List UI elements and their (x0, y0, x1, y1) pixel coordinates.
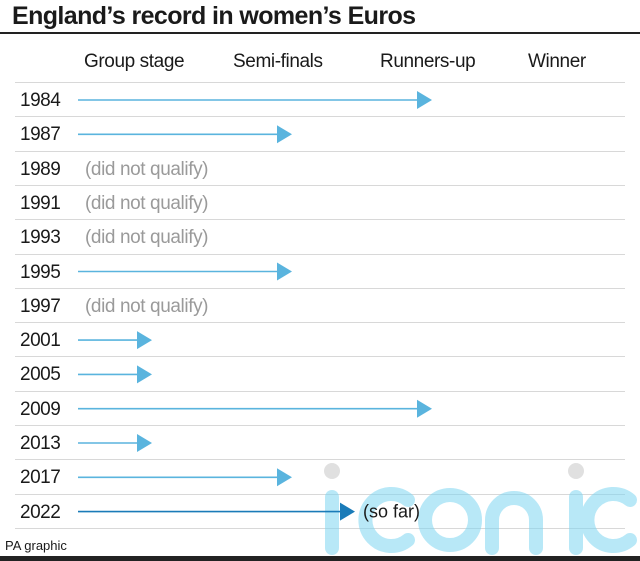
so-far-note: (so far) (363, 502, 420, 522)
progress-arrow-head (277, 468, 292, 487)
progress-arrow-head (277, 262, 292, 281)
progress-arrow-head (137, 331, 152, 350)
table-row: 2001 (15, 322, 625, 357)
year-label: 1993 (20, 227, 61, 249)
did-not-qualify-note: (did not qualify) (85, 295, 209, 317)
table-row: 1984 (15, 82, 625, 117)
did-not-qualify-note: (did not qualify) (85, 158, 209, 180)
progress-arrow-head (137, 365, 152, 384)
table-row: 2013 (15, 425, 625, 460)
did-not-qualify-note: (did not qualify) (85, 192, 209, 214)
table-row: 1989 (did not qualify) (15, 150, 625, 186)
table-row: 1991 (did not qualify) (15, 184, 625, 220)
year-label: 1989 (20, 158, 61, 180)
row-divider (15, 527, 625, 529)
year-label: 1991 (20, 192, 61, 214)
stage-header-semi: Semi-finals (233, 51, 323, 72)
progress-arrow-head (417, 399, 432, 418)
stage-header-group: Group stage (84, 51, 185, 72)
table-row: 2017 (15, 459, 625, 494)
progress-arrow-head (417, 91, 432, 109)
table-row: 2005 (15, 356, 625, 391)
year-label: 2001 (20, 330, 61, 352)
source-credit: PA graphic (5, 538, 67, 553)
year-label: 2009 (20, 398, 61, 420)
table-row: 1995 (15, 253, 625, 289)
stage-header-winner: Winner (528, 51, 586, 72)
year-label: 2017 (20, 467, 61, 489)
bottom-rule (0, 556, 640, 561)
table-row: 2022 (15, 493, 625, 529)
watermark-logo (324, 463, 637, 555)
year-label: 1997 (20, 295, 61, 317)
title-rule (0, 32, 640, 34)
year-label: 2022 (20, 501, 61, 523)
table-row: 2009 (15, 390, 625, 426)
progress-arrow-head (340, 502, 355, 521)
year-label: 2013 (20, 433, 61, 454)
year-label: 1984 (20, 90, 61, 111)
did-not-qualify-note: (did not qualify) (85, 227, 209, 249)
year-label: 2005 (20, 364, 61, 386)
year-label: 1987 (20, 124, 61, 146)
table-row: 1993 (did not qualify) (15, 219, 625, 254)
table-row: 1997 (did not qualify) (15, 287, 625, 323)
progress-arrow-head (137, 434, 152, 452)
table-row: 1987 (15, 116, 625, 151)
chart-title: England’s record in women’s Euros (12, 2, 416, 30)
stage-header-runners-up: Runners-up (380, 51, 476, 72)
progress-arrow-head (277, 125, 292, 144)
year-label: 1995 (20, 261, 61, 283)
